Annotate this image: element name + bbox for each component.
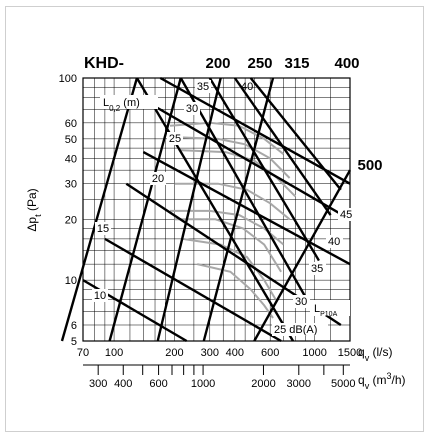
throw-legend-label: L0,2 (m) — [103, 97, 140, 113]
x-tick-label-m3h: 3000 — [287, 378, 311, 390]
throw-legend: L0,2 (m) — [100, 95, 158, 113]
size-label: 250 — [247, 55, 272, 72]
x-tick-label-ls: 200 — [165, 347, 183, 359]
throw-label: 35 — [197, 81, 209, 93]
throw-label-bg — [167, 132, 183, 145]
gray-performance-curve — [178, 149, 296, 198]
sound-level-line — [135, 77, 295, 342]
throw-line — [159, 76, 351, 185]
throw-label-bg — [92, 289, 108, 302]
x-axis-ls: 70 100 200 300 400 600 1000 1500 — [77, 347, 362, 359]
x-tick-label-m3h: 400 — [114, 378, 132, 390]
chart-title: KHD- — [84, 55, 124, 72]
size-label: 400 — [334, 55, 359, 72]
x-tick-label-m3h: 2000 — [251, 378, 275, 390]
x-axis-m3h: 300 400 600 1000 2000 3000 5000 — [83, 364, 356, 390]
y-tick-label: 20 — [65, 214, 77, 226]
x-tick-label-m3h: 1000 — [191, 378, 215, 390]
sound-label-bg — [338, 208, 355, 221]
y-tick-label: 60 — [65, 118, 77, 130]
series-labels: 200 250 315 400 500 10 15 20 25 30 35 25 dB(A) 30 35 4… — [92, 55, 383, 336]
figure-frame — [5, 6, 424, 432]
throw-label-bg — [195, 80, 211, 93]
sound-legend-label: LP10A — [314, 303, 338, 318]
throw-label: 10 — [94, 290, 106, 302]
x-tick-label-ls: 400 — [226, 347, 244, 359]
size-line — [108, 77, 182, 342]
x-tick-label-ls: 1000 — [302, 347, 326, 359]
sound-label: 45 — [340, 209, 352, 221]
throw-label: 25 — [169, 133, 181, 145]
sound-label-40-top: 40 — [241, 81, 253, 93]
y-tick-label: 100 — [59, 73, 77, 85]
size-label: 500 — [357, 157, 382, 174]
y-tick-label: 10 — [65, 275, 77, 287]
x-tick-label-ls: 100 — [105, 347, 123, 359]
y-tick-label: 40 — [65, 153, 77, 165]
throw-label-bg — [95, 222, 111, 235]
throw-label-bg — [150, 172, 166, 185]
sound-label: 25 dB(A) — [274, 324, 317, 336]
sound-legend: LP10A — [310, 300, 350, 318]
x-axis-label-m3h: qv (m3/h) — [358, 371, 406, 391]
size-line — [202, 77, 275, 342]
x-tick-label-m3h: 600 — [149, 378, 167, 390]
sound-label: 30 — [295, 296, 307, 308]
sound-label: 35 — [311, 263, 323, 275]
size-line — [60, 77, 139, 342]
size-line — [253, 169, 352, 342]
x-tick-label-m3h: 5000 — [331, 378, 355, 390]
gray-performance-curve — [182, 237, 277, 301]
size-line — [156, 77, 222, 342]
x-tick-label-m3h: 300 — [89, 378, 107, 390]
throw-line — [148, 102, 351, 221]
throw-line — [104, 237, 282, 343]
y-tick-label: 6 — [71, 320, 77, 332]
sound-label-bg — [293, 295, 310, 308]
sound-label-bg — [326, 235, 343, 248]
throw-label: 30 — [186, 103, 198, 115]
sound-level-line — [249, 77, 342, 191]
size-label: 315 — [284, 55, 309, 72]
throw-label: 20 — [152, 173, 164, 185]
y-tick-label: 30 — [65, 179, 77, 191]
sound-label: 40 — [328, 236, 340, 248]
size-label: 200 — [205, 55, 230, 72]
x-tick-label-ls: 70 — [77, 347, 89, 359]
x-tick-label-ls: 300 — [201, 347, 219, 359]
sound-label-bg — [272, 323, 328, 336]
y-tick-label: 50 — [65, 134, 77, 146]
x-tick-label-ls: 600 — [261, 347, 279, 359]
gray-performance-curve — [174, 136, 291, 179]
sound-label-bg — [309, 262, 326, 275]
y-axis: 5 6 10 20 30 40 50 60 100 — [59, 73, 77, 348]
y-axis-label: Δpt (Pa) — [25, 188, 43, 231]
x-tick-label-ls: 1500 — [338, 347, 362, 359]
throw-line — [142, 151, 351, 266]
gray-performance-curve — [197, 263, 274, 319]
gray-performance-curve — [174, 218, 282, 273]
throw-label: 15 — [97, 223, 109, 235]
sound-level-line — [179, 77, 312, 306]
y-tick-label: 5 — [71, 336, 77, 348]
x-axis-label-ls: qv (l/s) — [358, 345, 393, 363]
throw-label-bg — [184, 102, 200, 115]
